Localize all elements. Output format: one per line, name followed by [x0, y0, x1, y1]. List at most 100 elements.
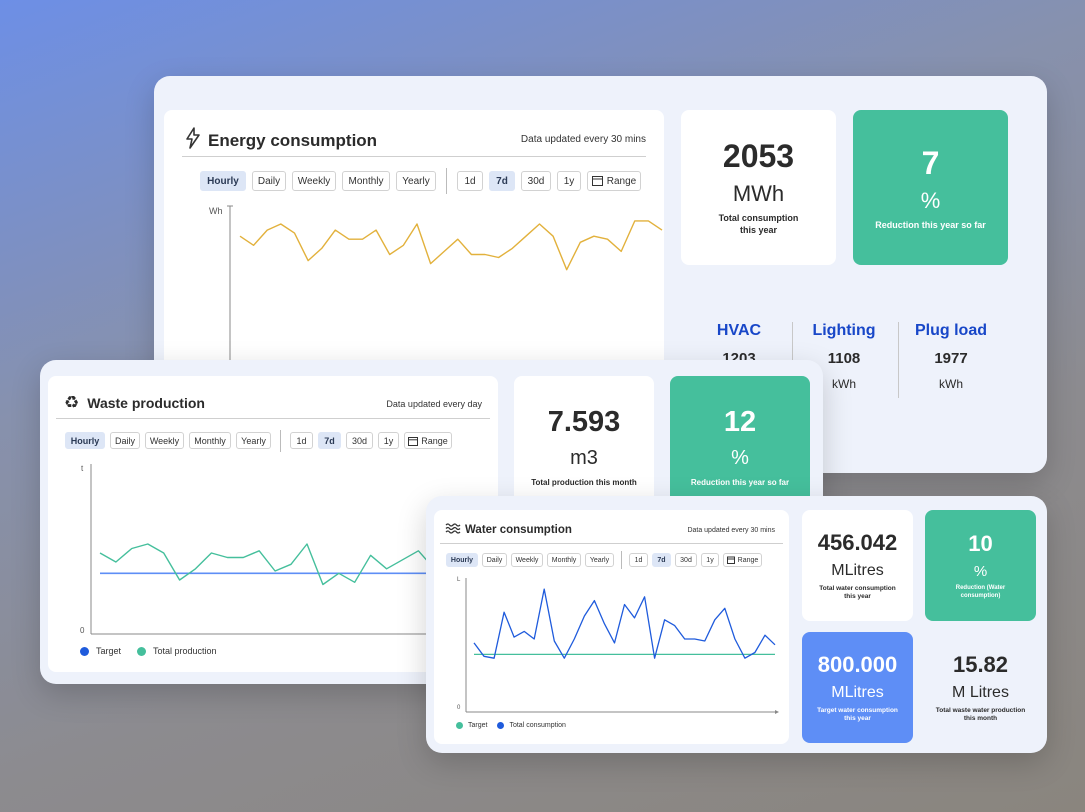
breakdown-plug-load-label: Plug load: [915, 322, 987, 339]
interval-yearly-button[interactable]: Yearly: [236, 432, 271, 449]
energy-total-value: 2053: [722, 138, 795, 175]
interval-daily-button[interactable]: Daily: [482, 553, 507, 567]
energy-total-stat: 2053 MWh Total consumption this year: [681, 110, 836, 265]
waste-update-note: Data updated every day: [386, 399, 482, 409]
range-7d-button[interactable]: 7d: [652, 553, 671, 567]
water-total-caption: Total water consumption this year: [819, 584, 896, 600]
waste-title: ♻ Waste production: [64, 393, 205, 412]
interval-hourly-button[interactable]: Hourly: [200, 171, 246, 191]
legend-consumption-dot: [497, 722, 505, 729]
energy-title: Energy consumption: [186, 127, 377, 153]
legend-target-label: Target: [96, 646, 122, 656]
water-divider: [440, 543, 783, 544]
toolbar-separator: [621, 551, 622, 569]
water-legend: Target Total consumption: [456, 722, 566, 729]
breakdown-plug-load-value: 1977: [934, 350, 968, 367]
energy-total-unit: MWh: [732, 181, 785, 207]
range-1y-button[interactable]: 1y: [557, 171, 581, 191]
waste-y-top-label: t: [81, 464, 84, 473]
breakdown-plug-load: Plug load 1977 kWh: [908, 322, 994, 391]
water-update-note: Data updated every 30 mins: [687, 527, 775, 534]
calendar-icon: [591, 174, 603, 188]
interval-monthly-button[interactable]: Monthly: [342, 171, 390, 191]
water-reduction-caption: Reduction (Water consumption): [955, 584, 1006, 599]
energy-card: Energy consumption Data updated every 30…: [154, 76, 1047, 473]
interval-yearly-button[interactable]: Yearly: [396, 171, 436, 191]
breakdown-lighting: Lighting 1108 kWh: [802, 322, 886, 391]
energy-total-caption: Total consumption this year: [718, 213, 799, 235]
range-1y-button[interactable]: 1y: [701, 553, 719, 567]
interval-monthly-button[interactable]: Monthly: [547, 553, 581, 567]
energy-reduction-caption: Reduction this year so far: [875, 220, 986, 230]
range-picker-button[interactable]: Range: [587, 171, 641, 191]
interval-weekly-button[interactable]: Weekly: [145, 432, 184, 449]
breakdown-hvac-label: HVAC: [716, 322, 762, 339]
water-target-unit: MLitres: [831, 683, 884, 701]
breakdown-plug-load-unit: kWh: [939, 377, 963, 391]
waste-toolbar: Hourly Daily Weekly Monthly Yearly 1d 7d…: [65, 429, 452, 452]
waste-reduction-stat: 12 % Reduction this year so far: [670, 376, 810, 516]
water-target-value: 800.000: [817, 651, 898, 677]
range-30d-button[interactable]: 30d: [521, 171, 551, 191]
interval-weekly-button[interactable]: Weekly: [511, 553, 543, 567]
waste-y-zero-label: 0: [80, 626, 85, 635]
waste-chart-panel: ♻ Waste production Data updated every da…: [48, 376, 499, 672]
interval-hourly-button[interactable]: Hourly: [446, 553, 478, 567]
legend-production-label: Total production: [153, 646, 217, 656]
energy-divider: [182, 156, 646, 157]
range-picker-button[interactable]: Range: [723, 553, 762, 567]
waste-divider: [56, 418, 490, 419]
water-line-chart: [465, 578, 779, 714]
water-card: Water consumption Data updated every 30 …: [426, 496, 1047, 753]
energy-toolbar: Hourly Daily Weekly Monthly Yearly 1d 7d…: [200, 168, 641, 194]
water-consumption-series: [473, 588, 776, 659]
water-waste-value: 15.82: [952, 651, 1009, 677]
range-1d-button[interactable]: 1d: [629, 553, 648, 567]
range-picker-button[interactable]: Range: [404, 432, 452, 449]
waste-total-unit: m3: [570, 446, 598, 469]
breakdown-lighting-value: 1108: [827, 350, 861, 367]
breakdown-lighting-label: Lighting: [812, 322, 876, 339]
range-7d-button[interactable]: 7d: [489, 171, 515, 191]
legend-consumption-label: Total consumption: [509, 722, 566, 729]
water-waste-caption: Total waste water production this month: [935, 706, 1026, 722]
water-total-stat: 456.042 MLitres Total water consumption …: [802, 510, 913, 621]
interval-daily-button[interactable]: Daily: [110, 432, 140, 449]
interval-monthly-button[interactable]: Monthly: [189, 432, 231, 449]
interval-hourly-button[interactable]: Hourly: [65, 432, 105, 449]
water-total-value: 456.042: [817, 529, 898, 555]
water-target-stat: 800.000 MLitres Target water consumption…: [802, 632, 913, 743]
breakdown-lighting-unit: kWh: [832, 377, 856, 391]
water-reduction-value: 10: [968, 530, 993, 556]
range-1y-button[interactable]: 1y: [378, 432, 399, 449]
range-30d-button[interactable]: 30d: [675, 553, 697, 567]
range-30d-button[interactable]: 30d: [346, 432, 373, 449]
legend-target-label: Target: [468, 722, 488, 729]
water-y-zero-label: 0: [457, 705, 461, 711]
water-chart-panel: Water consumption Data updated every 30 …: [434, 510, 789, 744]
energy-update-note: Data updated every 30 mins: [520, 134, 646, 145]
water-total-unit: MLitres: [831, 561, 884, 579]
waste-reduction-value: 12: [723, 405, 757, 438]
interval-daily-button[interactable]: Daily: [252, 171, 286, 191]
waste-legend: Target Total production: [80, 646, 217, 656]
interval-weekly-button[interactable]: Weekly: [292, 171, 336, 191]
energy-reduction-stat: 7 % Reduction this year so far: [853, 110, 1008, 265]
range-1d-button[interactable]: 1d: [457, 171, 483, 191]
energy-consumption-series: [239, 220, 663, 271]
water-title: Water consumption: [445, 523, 572, 537]
lightning-icon: [186, 127, 200, 153]
waste-reduction-unit: %: [731, 446, 749, 469]
water-reduction-stat: 10 % Reduction (Water consumption): [925, 510, 1036, 621]
water-x-axis-arrow: [775, 710, 779, 714]
waste-total-caption: Total production this month: [531, 477, 637, 487]
water-waste-stat: 15.82 M Litres Total waste water product…: [925, 632, 1036, 743]
water-target-caption: Target water consumption this year: [817, 706, 898, 722]
range-1d-button[interactable]: 1d: [290, 432, 313, 449]
water-waves-icon: [445, 523, 461, 537]
water-reduction-unit: %: [973, 562, 988, 580]
interval-yearly-button[interactable]: Yearly: [585, 553, 614, 567]
range-7d-button[interactable]: 7d: [318, 432, 341, 449]
breakdown-divider: [898, 322, 899, 398]
toolbar-separator: [446, 168, 447, 194]
